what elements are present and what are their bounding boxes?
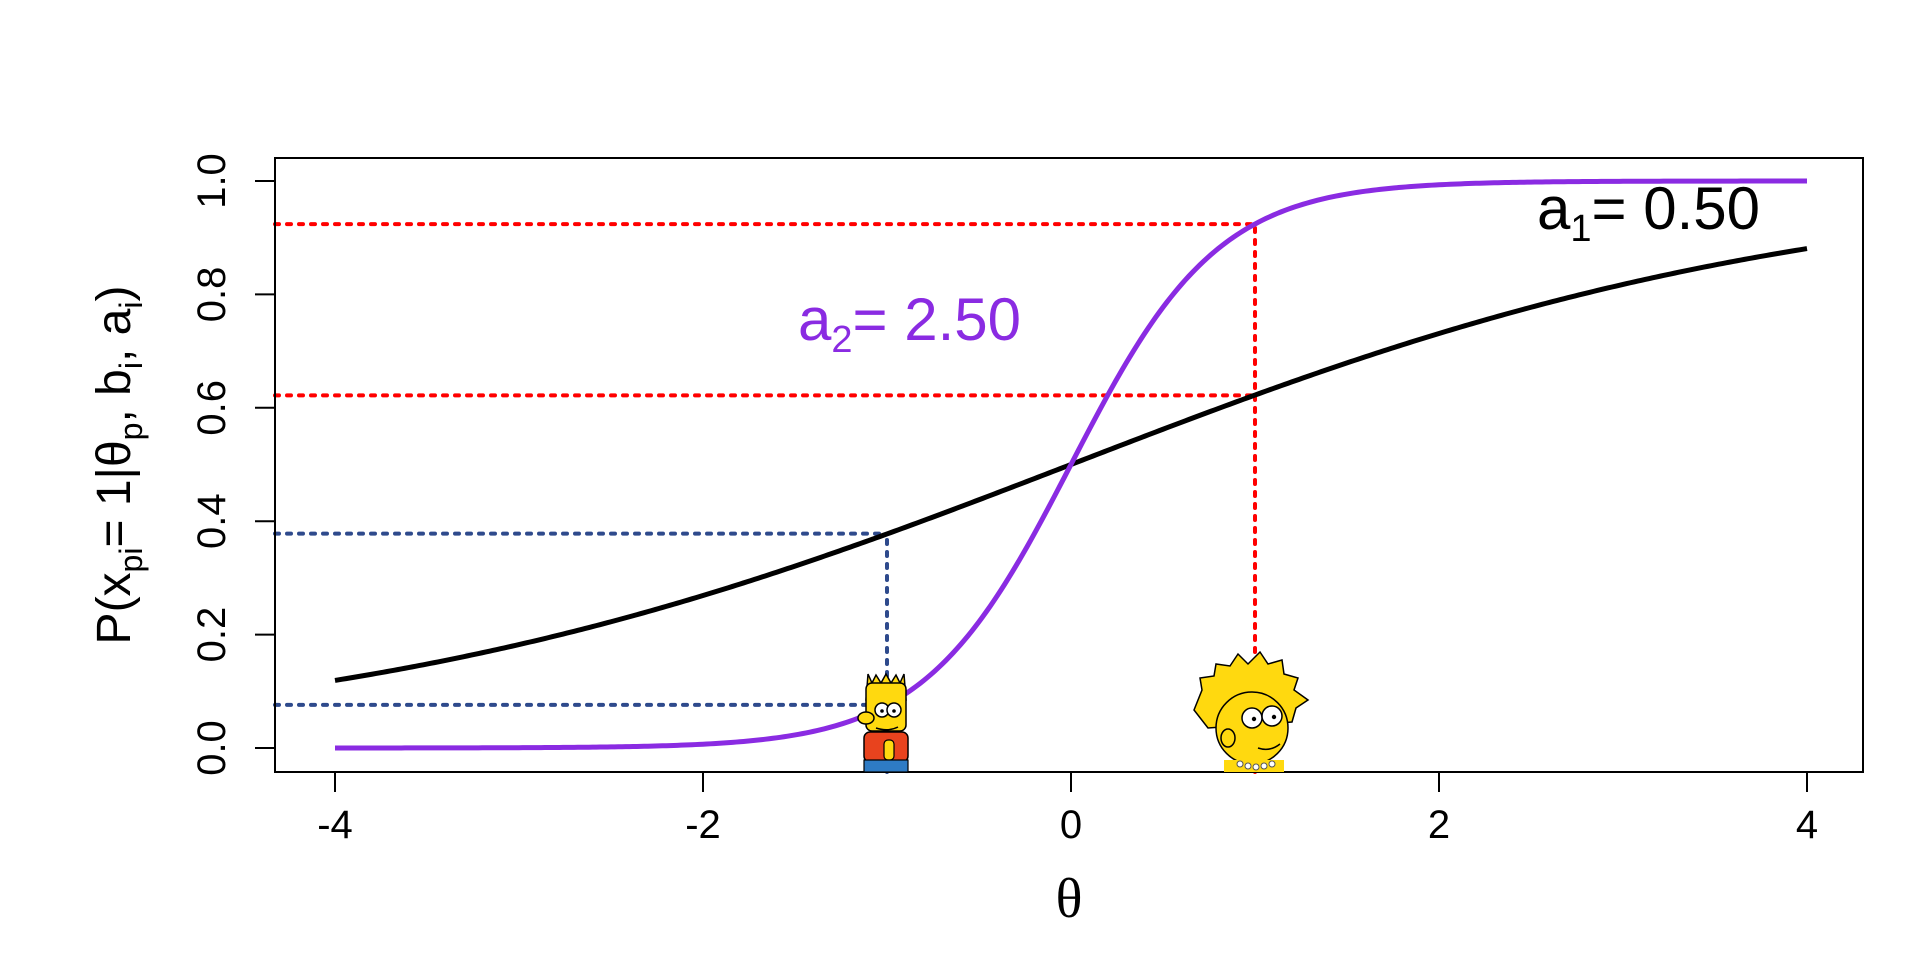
curves bbox=[334, 178, 1808, 751]
x-tick-label: -4 bbox=[317, 803, 353, 847]
y-tick-label: 1.0 bbox=[190, 153, 234, 209]
y-tick-label: 0.4 bbox=[190, 493, 234, 549]
y-axis: 0.0 0.2 0.4 0.6 0.8 1.0 bbox=[190, 153, 276, 776]
bart-simpson-icon bbox=[857, 672, 909, 773]
x-axis: -4 -2 0 2 4 bbox=[317, 771, 1818, 847]
x-tick-label: -2 bbox=[685, 803, 721, 847]
series-line-2 bbox=[335, 178, 1807, 751]
y-tick-label: 0.2 bbox=[190, 607, 234, 663]
lisa-simpson-icon bbox=[1193, 650, 1310, 772]
series-label-a2: a2= 2.50 bbox=[798, 286, 1021, 361]
x-tick-label: 0 bbox=[1060, 803, 1082, 847]
series-label-a1: a1= 0.50 bbox=[1537, 175, 1760, 250]
y-axis-title: P(xpi= 1|θp, bi, ai) bbox=[88, 286, 149, 645]
y-tick-label: 0.6 bbox=[190, 380, 234, 436]
y-tick-label: 0.0 bbox=[190, 720, 234, 776]
y-tick-label: 0.8 bbox=[190, 267, 234, 323]
x-tick-label: 2 bbox=[1428, 803, 1450, 847]
x-axis-title: θ bbox=[1056, 868, 1083, 930]
x-tick-label: 4 bbox=[1796, 803, 1818, 847]
reference-lines bbox=[273, 222, 1257, 774]
